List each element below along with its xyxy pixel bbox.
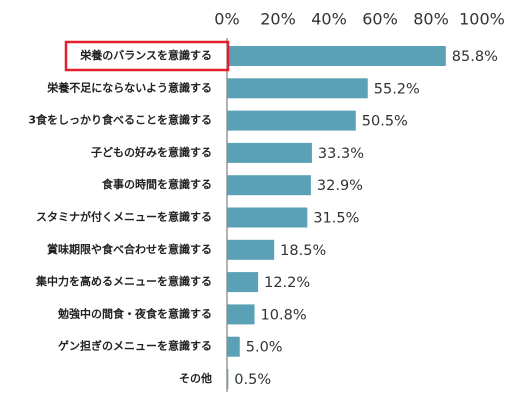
- bar: [227, 369, 229, 389]
- bar: [227, 272, 259, 293]
- value-label: 33.3%: [318, 146, 364, 162]
- x-tick-label: 20%: [260, 10, 296, 29]
- category-label: 賞味期限や食べ合わせを意識する: [47, 242, 212, 256]
- bars: [227, 46, 446, 389]
- category-label: 栄養のバランスを意識する: [79, 48, 212, 62]
- category-label: 子どもの好みを意識する: [91, 145, 212, 159]
- value-labels: 85.8% 55.2% 50.5% 33.3% 32.9% 31.5% 18.5% 12.2%…: [234, 49, 498, 388]
- x-tick-label: 40%: [311, 10, 347, 29]
- x-tick-label: 100%: [459, 10, 505, 29]
- highlight-box: [64, 40, 230, 72]
- x-tick-label: 60%: [362, 10, 398, 29]
- value-label: 18.5%: [280, 243, 326, 259]
- bar: [227, 110, 356, 131]
- category-label: 栄養不足にならないよう意識する: [46, 80, 212, 94]
- bar: [227, 336, 240, 357]
- value-label: 85.8%: [452, 49, 498, 65]
- bar: [227, 239, 275, 260]
- bar: [227, 46, 446, 66]
- value-label: 12.2%: [264, 275, 310, 291]
- bar: [227, 78, 368, 99]
- value-label: 5.0%: [246, 340, 283, 356]
- category-label: 集中力を高めるメニューを意識する: [35, 274, 212, 288]
- category-label: 食事の時間を意識する: [102, 177, 212, 191]
- bar: [227, 175, 311, 196]
- x-axis-ticks: 0% 20% 40% 60% 80% 100%: [214, 10, 505, 29]
- category-label: ゲン担ぎのメニューを意識する: [58, 339, 212, 353]
- bar: [227, 304, 255, 325]
- value-label: 31.5%: [313, 211, 359, 227]
- category-label: その他: [179, 371, 212, 385]
- value-label: 10.8%: [261, 307, 307, 323]
- x-tick-label: 80%: [413, 10, 449, 29]
- category-label: 勉強中の間食・夜食を意識する: [57, 306, 212, 320]
- value-label: 32.9%: [317, 178, 363, 194]
- value-label: 50.5%: [362, 114, 408, 130]
- bar: [227, 207, 308, 228]
- value-label: 55.2%: [374, 81, 420, 97]
- category-label: スタミナが付くメニューを意識する: [36, 210, 212, 224]
- bar: [227, 142, 312, 163]
- category-label: 3食をしっかり食べることを意識する: [28, 113, 212, 127]
- x-tick-label: 0%: [214, 10, 239, 29]
- value-label: 0.5%: [234, 372, 271, 388]
